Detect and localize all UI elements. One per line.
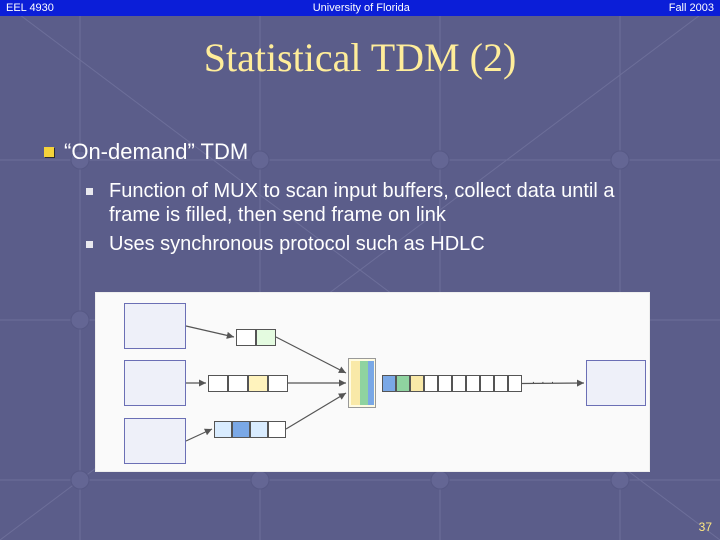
bullet-top-text: “On-demand” TDM [64, 139, 248, 165]
sub-bullet-text: Function of MUX to scan input buffers, c… [109, 179, 669, 228]
queue-segment [268, 375, 288, 392]
queue-segment [256, 329, 276, 346]
frame-cell [424, 375, 438, 392]
frame-cell [410, 375, 424, 392]
slide-header: EEL 4930 University of Florida Fall 2003 [0, 0, 720, 16]
mux-slot [351, 361, 360, 405]
mux-slot [368, 361, 374, 405]
header-left: EEL 4930 [6, 2, 54, 14]
slide-number: 37 [699, 520, 712, 534]
header-right: Fall 2003 [669, 2, 714, 14]
frame-cell [452, 375, 466, 392]
frame-cell [438, 375, 452, 392]
queue-segment [248, 375, 268, 392]
queue-segment [208, 375, 228, 392]
content-area: “On-demand” TDM Function of MUX to scan … [0, 139, 720, 256]
frame-cell [508, 375, 522, 392]
header-center: University of Florida [313, 2, 410, 14]
queue-segment [236, 329, 256, 346]
frame-cell [466, 375, 480, 392]
mux-slot [360, 361, 368, 405]
queue-segment [250, 421, 268, 438]
sub-bullet-list: Function of MUX to scan input buffers, c… [44, 179, 720, 256]
queue-segment [268, 421, 286, 438]
slide-title: Statistical TDM (2) [0, 34, 720, 81]
frame-cell [396, 375, 410, 392]
source-box [124, 360, 186, 406]
frame-cell [382, 375, 396, 392]
source-box [124, 418, 186, 464]
frame-cell [480, 375, 494, 392]
queue-segment [232, 421, 250, 438]
sub-bullet-icon [86, 241, 93, 248]
sub-bullet: Uses synchronous protocol such as HDLC [86, 232, 720, 256]
bullet-icon [44, 147, 54, 157]
tdm-diagram: . . . [95, 292, 650, 472]
source-box [124, 303, 186, 349]
sub-bullet-text: Uses synchronous protocol such as HDLC [109, 232, 485, 256]
dest-box [586, 360, 646, 406]
bullet-top: “On-demand” TDM [44, 139, 720, 165]
queue-segment [228, 375, 248, 392]
frame-cell [494, 375, 508, 392]
sub-bullet: Function of MUX to scan input buffers, c… [86, 179, 720, 228]
ellipsis: . . . [532, 375, 556, 386]
queue-segment [214, 421, 232, 438]
sub-bullet-icon [86, 188, 93, 195]
